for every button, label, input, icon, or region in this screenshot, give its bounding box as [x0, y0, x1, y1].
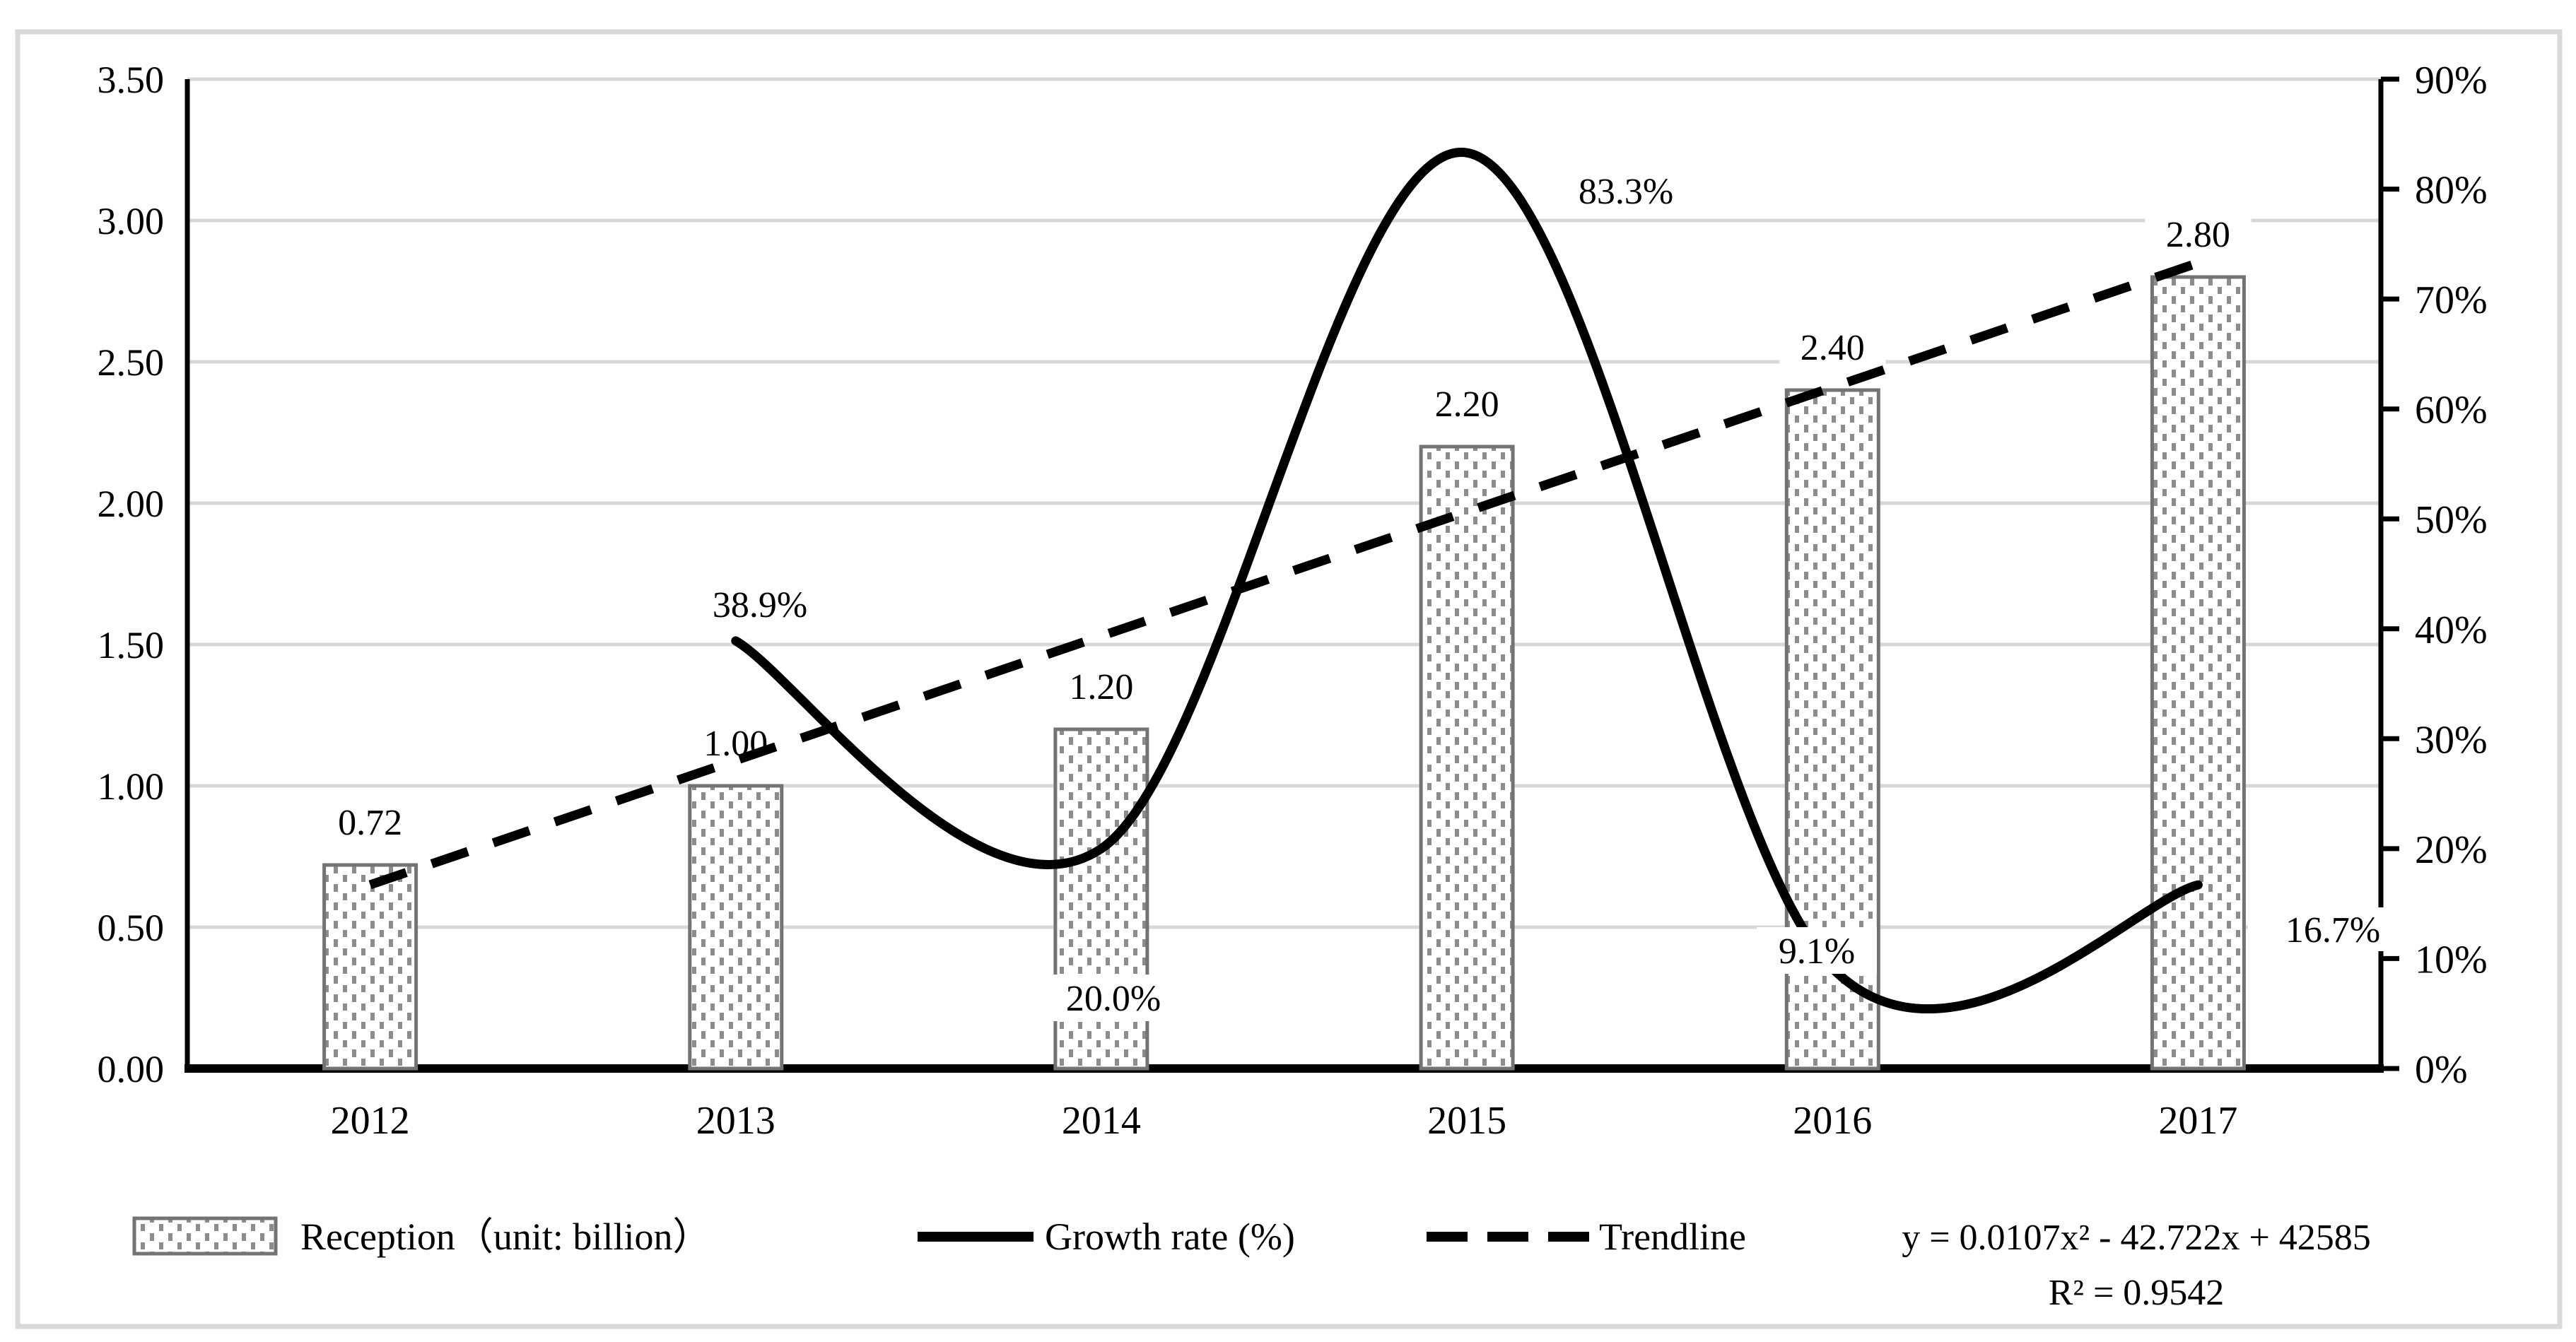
legend-label-trendline: Trendline — [1599, 1216, 1746, 1258]
x-axis-category-label: 2017 — [2158, 1099, 2237, 1143]
bar-value-label-bg — [1414, 381, 1521, 426]
secondary-axis-tick-label: 60% — [2415, 389, 2488, 432]
bar-2017 — [2150, 275, 2246, 1071]
secondary-axis-tick-label: 0% — [2415, 1048, 2468, 1092]
r-squared-text: R² = 0.9542 — [2049, 1273, 2225, 1313]
growth-value-label-bg — [1555, 167, 1697, 214]
bar-value-label: 1.00 — [703, 724, 768, 764]
secondary-axis-tick-label: 80% — [2415, 169, 2488, 213]
secondary-axis-tick-label: 20% — [2415, 828, 2488, 872]
growth-value-label: 16.7% — [2285, 910, 2380, 950]
bar-value-label-bg — [1779, 324, 1886, 370]
trendline-layer — [368, 258, 2200, 890]
primary-axis-tick-label: 0.00 — [98, 1048, 165, 1090]
primary-axis-tick-label: 1.50 — [98, 624, 165, 666]
secondary-axis-tick-label: 40% — [2415, 608, 2488, 652]
primary-axis-tick-label: 0.50 — [98, 907, 165, 949]
bar-value-label: 2.80 — [2166, 215, 2230, 255]
secondary-axis-tick-label: 70% — [2415, 278, 2488, 322]
x-axis-category-label: 2012 — [331, 1099, 410, 1143]
primary-axis-tick-label: 3.00 — [98, 200, 165, 242]
growth-value-label-bg — [1757, 927, 1877, 974]
trendline-equation: y = 0.0107x² - 42.722x + 42585 R² = 0.95… — [1902, 1218, 2371, 1313]
growth-value-label: 38.9% — [713, 585, 807, 625]
primary-axis-tick-label: 2.50 — [98, 341, 165, 384]
primary-axis-tick-label: 1.00 — [98, 765, 165, 808]
x-axis-category-label: 2015 — [1427, 1099, 1506, 1143]
x-axis-category-label: 2013 — [696, 1099, 775, 1143]
growth-value-labels-layer: 38.9% 20.0% 83.3% 9.1% 16.7% — [693, 167, 2418, 1021]
trendline — [368, 258, 2200, 890]
primary-axis-tick-label: 3.50 — [98, 59, 165, 101]
bar-value-label-bg — [1048, 664, 1154, 709]
secondary-axis-tick-label: 50% — [2415, 498, 2488, 542]
x-axis-category-label: 2016 — [1793, 1099, 1872, 1143]
axes-layer — [185, 76, 2399, 1073]
secondary-axis-tick-label: 10% — [2415, 938, 2488, 982]
bar-2012 — [322, 863, 418, 1071]
legend-label-reception: Reception（unit: billion） — [300, 1216, 710, 1258]
growth-value-label-bg — [1043, 975, 1184, 1021]
bar-value-label: 1.20 — [1069, 667, 1133, 707]
gridlines-layer — [187, 77, 2381, 929]
tick-labels-layer: 0.00 0.50 1.00 1.50 2.00 2.50 3.00 3.50 0% 10% 20%… — [98, 59, 2488, 1143]
bar-value-label: 2.40 — [1801, 328, 1865, 368]
bar-2015 — [1419, 445, 1515, 1071]
growth-value-label: 83.3% — [1579, 172, 1673, 212]
bar-2013 — [688, 784, 784, 1071]
bars-layer — [322, 275, 2246, 1071]
secondary-axis-tick-label: 30% — [2415, 718, 2488, 762]
legend: Reception（unit: billion） Growth rate (%)… — [132, 1216, 1746, 1258]
growth-value-label: 20.0% — [1066, 979, 1161, 1019]
legend-label-growth-rate: Growth rate (%) — [1045, 1216, 1295, 1258]
primary-axis-tick-label: 2.00 — [98, 483, 165, 525]
equation-text: y = 0.0107x² - 42.722x + 42585 — [1902, 1218, 2371, 1258]
growth-value-label-bg — [693, 581, 827, 628]
x-axis-category-label: 2014 — [1062, 1099, 1141, 1143]
legend-swatch-reception — [132, 1216, 278, 1256]
bar-value-label: 2.20 — [1435, 384, 1499, 425]
bar-value-label-bg — [317, 799, 423, 844]
secondary-axis-tick-label: 90% — [2415, 59, 2488, 102]
bar-value-label-bg — [2145, 211, 2252, 257]
growth-rate-curve — [731, 148, 2203, 1013]
bar-value-labels-layer: 0.72 1.00 1.20 2.20 2.40 2.80 — [317, 211, 2252, 844]
growth-curve-layer — [731, 148, 2203, 1013]
growth-value-label-bg — [2248, 907, 2418, 951]
growth-value-label: 9.1% — [1779, 931, 1855, 972]
bar-value-label: 0.72 — [338, 803, 402, 843]
figure-border — [15, 29, 2563, 1329]
bar-value-label-bg — [682, 720, 789, 765]
